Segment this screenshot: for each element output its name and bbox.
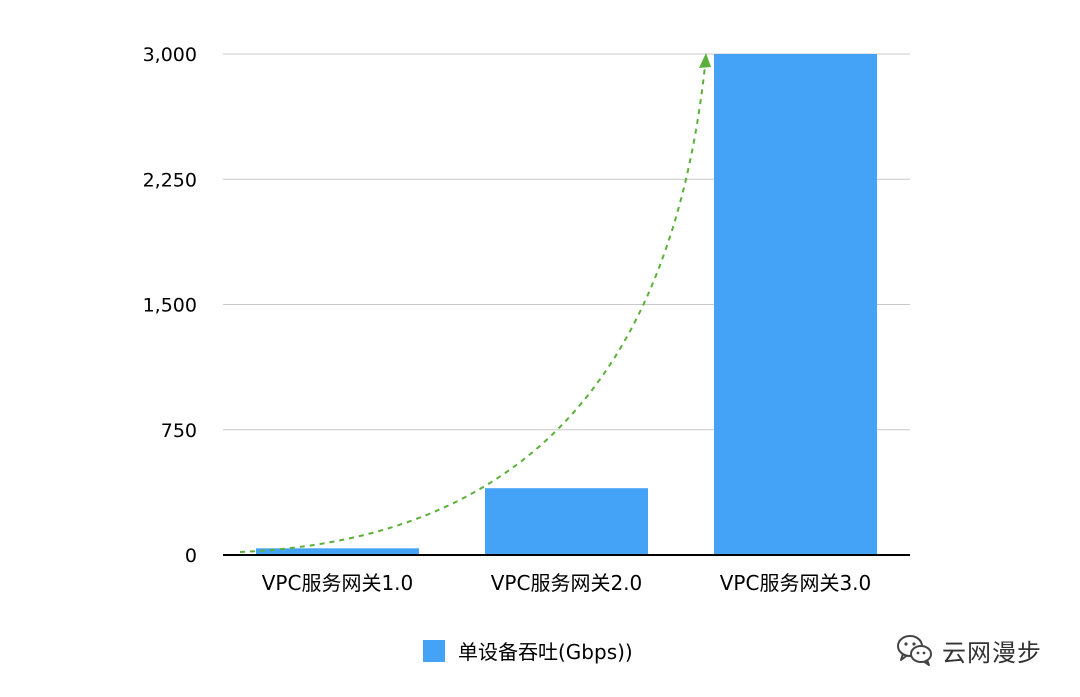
bar [714,54,877,555]
y-tick-label: 1,500 [143,295,197,317]
trend-arrowhead [699,53,711,68]
x-axis-labels: VPC服务网关1.0 VPC服务网关2.0 VPC服务网关3.0 [262,571,872,595]
y-tick-label: 3,000 [143,44,197,66]
bar [256,548,419,555]
y-tick-label: 0 [185,545,197,567]
watermark: 云网漫步 [896,630,1042,670]
legend-label: 单设备吞吐(Gbps)) [458,640,633,664]
x-tick-label: VPC服务网关2.0 [491,571,643,595]
y-tick-label: 750 [161,420,197,442]
y-tick-label: 2,250 [143,169,197,191]
bar [485,488,648,555]
y-axis-ticks: 0 750 1,500 2,250 3,000 [143,44,197,567]
legend-swatch [423,640,445,662]
wechat-icon [897,635,932,666]
x-tick-label: VPC服务网关1.0 [262,571,414,595]
trend-curve [239,65,706,553]
trend-arrow [239,53,711,553]
watermark-text: 云网漫步 [942,638,1042,667]
x-tick-label: VPC服务网关3.0 [720,571,872,595]
legend: 单设备吞吐(Gbps)) [423,640,633,664]
bars [256,54,877,555]
